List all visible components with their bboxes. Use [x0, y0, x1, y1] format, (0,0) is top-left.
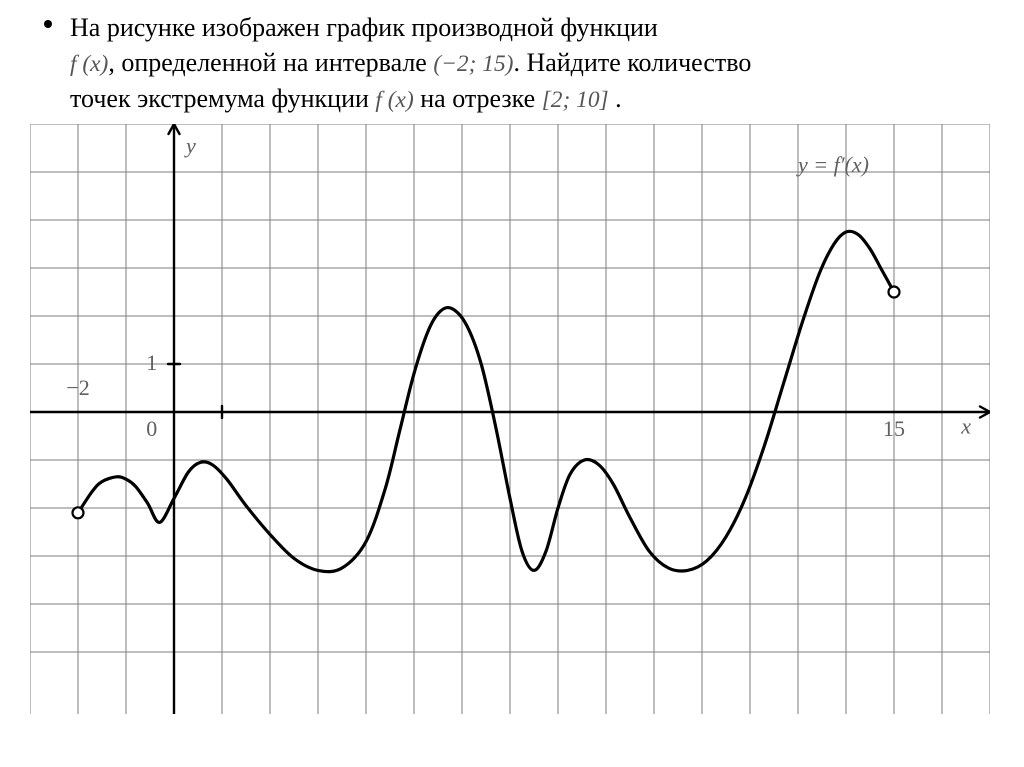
- problem-line1a: На рисунке изображен график производной …: [70, 13, 658, 42]
- derivative-chart: y x y = f′(x) −2 15 1 0: [30, 124, 990, 714]
- svg-text:0: 0: [146, 416, 157, 441]
- math-fx2: f (x): [375, 87, 413, 113]
- problem-text: На рисунке изображен график производной …: [70, 10, 1004, 116]
- problem-line3a: точек экстремума функции: [70, 84, 375, 113]
- svg-text:1: 1: [146, 350, 157, 375]
- problem-line3b: на отрезке: [414, 84, 542, 113]
- svg-text:x: x: [960, 414, 971, 439]
- math-fx: f (x): [70, 51, 108, 77]
- problem-line2b: . Найдите количество: [513, 48, 751, 77]
- problem-line2a: , определенной на интервале: [108, 48, 433, 77]
- problem-line3c: .: [609, 84, 622, 113]
- svg-text:y = f′(x): y = f′(x): [796, 152, 869, 177]
- bullet-icon: [44, 20, 52, 28]
- svg-text:−2: −2: [66, 375, 89, 400]
- chart-container: y x y = f′(x) −2 15 1 0: [30, 124, 990, 714]
- svg-text:y: y: [184, 133, 196, 158]
- svg-text:15: 15: [883, 416, 905, 441]
- math-interval-open: (−2; 15): [433, 51, 513, 77]
- math-interval-closed: [2; 10]: [542, 87, 609, 113]
